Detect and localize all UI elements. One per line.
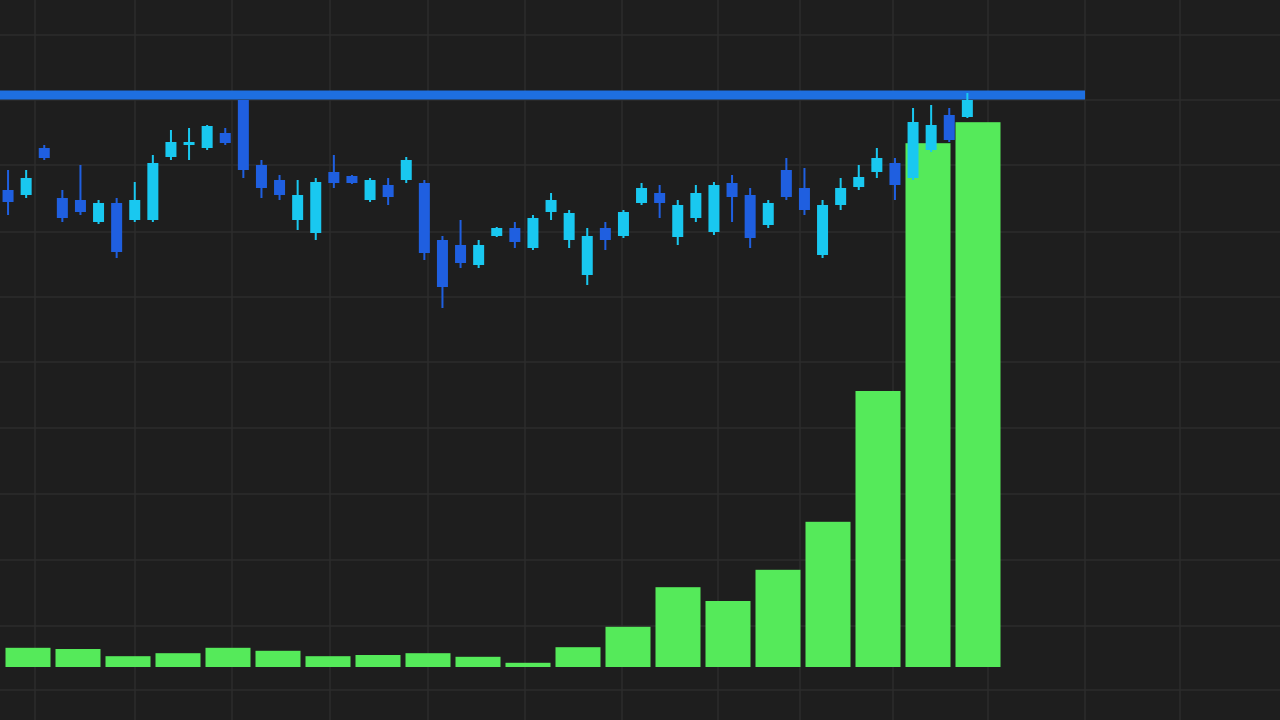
candle-body (672, 205, 684, 237)
candle-body (129, 200, 141, 220)
candle-body (20, 178, 32, 195)
candle-body (147, 163, 159, 220)
candle-body (165, 142, 177, 157)
candle-body (310, 182, 322, 233)
volume-bar (555, 647, 601, 667)
candle-body (798, 188, 810, 210)
candle-body (491, 228, 503, 236)
candle-body (93, 203, 105, 222)
candle-body (455, 245, 467, 263)
candle-body (328, 172, 340, 183)
volume-bar (355, 655, 401, 667)
candle-body (382, 185, 394, 197)
candle-body (961, 100, 973, 117)
candle-body (418, 183, 430, 253)
candle-body (201, 126, 213, 148)
candle-body (726, 183, 738, 197)
volume-bar (855, 391, 901, 667)
volume-bar (805, 521, 851, 667)
volume-bar (655, 587, 701, 667)
candle-body (871, 158, 883, 172)
candle-body (74, 200, 86, 212)
candle-body (925, 125, 937, 150)
volume-bar (755, 569, 801, 667)
candle-body (853, 177, 865, 187)
volume-bar (205, 647, 251, 667)
candle-body (581, 236, 593, 275)
candle-body (889, 163, 901, 185)
volume-bar (155, 653, 201, 667)
candle-body (237, 100, 249, 170)
candle-body (762, 203, 774, 225)
volume-bar (955, 122, 1001, 667)
candle-body (2, 190, 14, 202)
candle-body (527, 218, 539, 248)
candle-body (907, 122, 919, 178)
candle-body (599, 228, 611, 240)
candle-body (545, 200, 557, 212)
candle-body (111, 203, 123, 252)
volume-bar (705, 601, 751, 667)
volume-bar (255, 650, 301, 667)
candle-body (56, 198, 68, 218)
candle-body (219, 133, 231, 143)
candle-body (509, 228, 521, 242)
volume-bar (605, 626, 651, 667)
candle-body (473, 245, 485, 265)
candle-body (255, 165, 267, 188)
candle-body (563, 213, 575, 240)
candle-body (835, 188, 847, 205)
candle-body (38, 148, 50, 158)
candle-body (690, 193, 702, 218)
volume-bar (55, 649, 101, 667)
candle-body (780, 170, 792, 197)
candle-body (346, 176, 358, 183)
candle-body (636, 188, 648, 203)
candle-body (364, 180, 376, 200)
volume-bar (455, 656, 501, 667)
volume-bar (505, 662, 551, 667)
candle-body (708, 185, 720, 232)
candle-body (817, 205, 829, 255)
candle-body (292, 195, 304, 220)
candle-body (274, 180, 286, 195)
volume-bar (905, 143, 951, 667)
volume-bar (5, 647, 51, 667)
volume-bar (405, 653, 451, 667)
candle-body (943, 115, 955, 140)
volume-bar (305, 656, 351, 667)
candle-body (744, 195, 756, 238)
volume-bar (105, 656, 151, 667)
candle-body (436, 240, 448, 287)
candle-body (617, 212, 629, 236)
candle-body (400, 160, 412, 180)
candle-body (654, 193, 666, 203)
candle-body (183, 142, 195, 145)
